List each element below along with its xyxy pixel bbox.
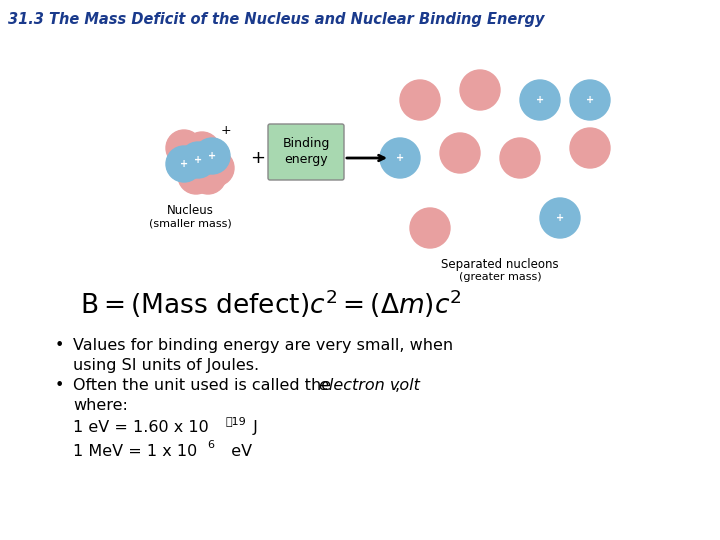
Text: +: + — [208, 151, 216, 161]
Circle shape — [166, 146, 202, 182]
Text: +: + — [221, 124, 231, 137]
Text: electron volt: electron volt — [319, 378, 420, 393]
FancyBboxPatch shape — [268, 124, 344, 180]
Text: Nucleus: Nucleus — [166, 204, 213, 217]
Circle shape — [540, 198, 580, 238]
Text: 6: 6 — [207, 440, 214, 450]
Circle shape — [194, 138, 230, 174]
Text: J: J — [243, 420, 258, 435]
Circle shape — [520, 80, 560, 120]
Text: +: + — [396, 153, 404, 163]
Text: •: • — [55, 338, 64, 353]
Text: 1 eV = 1.60 x 10: 1 eV = 1.60 x 10 — [73, 420, 209, 435]
Circle shape — [168, 146, 204, 182]
Text: +: + — [251, 149, 266, 167]
Text: Values for binding energy are very small, when: Values for binding energy are very small… — [73, 338, 453, 353]
Text: (greater mass): (greater mass) — [459, 272, 541, 282]
Text: +: + — [180, 159, 188, 169]
Text: where:: where: — [73, 398, 128, 413]
Text: 1 MeV = 1 x 10: 1 MeV = 1 x 10 — [73, 444, 197, 459]
Text: +: + — [194, 155, 202, 165]
Circle shape — [500, 138, 540, 178]
Text: eV: eV — [221, 444, 252, 459]
Text: +: + — [556, 213, 564, 223]
Circle shape — [570, 80, 610, 120]
Text: Separated nucleons: Separated nucleons — [441, 258, 559, 271]
Text: using SI units of Joules.: using SI units of Joules. — [73, 358, 259, 373]
Circle shape — [166, 130, 202, 166]
Text: energy: energy — [284, 153, 328, 166]
Text: 31.3 The Mass Deficit of the Nucleus and Nuclear Binding Energy: 31.3 The Mass Deficit of the Nucleus and… — [8, 12, 544, 27]
Text: ,: , — [395, 378, 400, 393]
Circle shape — [460, 70, 500, 110]
Circle shape — [180, 142, 216, 178]
Text: •: • — [55, 378, 64, 393]
Circle shape — [178, 158, 214, 194]
Text: ⁲19: ⁲19 — [225, 416, 246, 426]
Circle shape — [184, 132, 220, 168]
Text: +: + — [586, 95, 594, 105]
Circle shape — [190, 158, 226, 194]
Text: +: + — [536, 95, 544, 105]
Circle shape — [380, 138, 420, 178]
Circle shape — [410, 208, 450, 248]
Text: (smaller mass): (smaller mass) — [148, 218, 231, 228]
Text: Binding: Binding — [282, 138, 330, 151]
Circle shape — [198, 150, 234, 186]
Text: Often the unit used is called the: Often the unit used is called the — [73, 378, 336, 393]
Circle shape — [440, 133, 480, 173]
Circle shape — [570, 128, 610, 168]
Circle shape — [400, 80, 440, 120]
Text: $\mathrm{B} = \left(\mathrm{Mass\ defect}\right)c^2 = \left(\Delta m\right)c^2$: $\mathrm{B} = \left(\mathrm{Mass\ defect… — [80, 288, 462, 321]
